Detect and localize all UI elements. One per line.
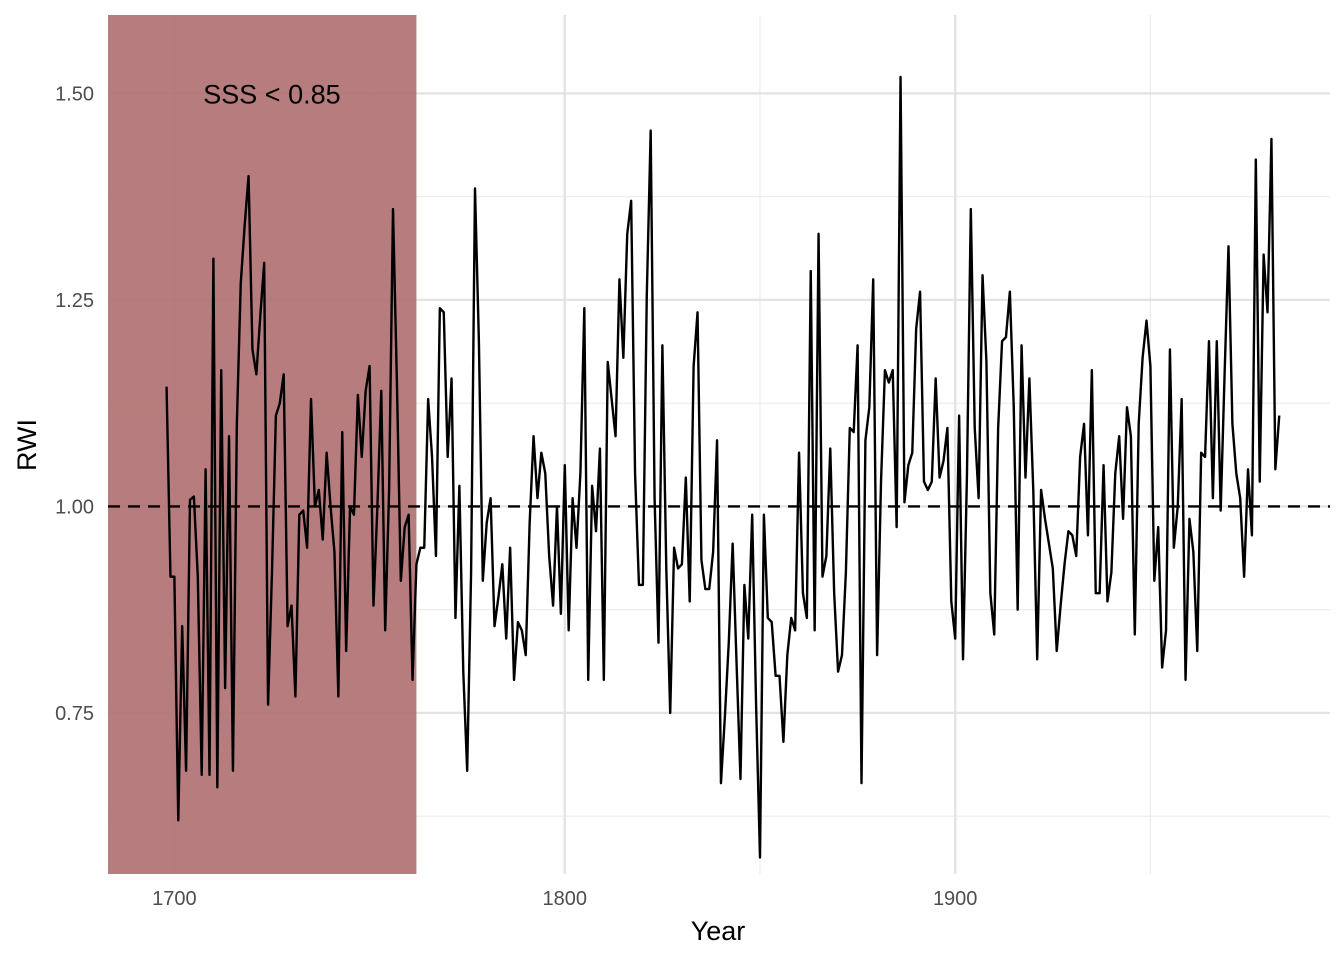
- x-tick-label: 1700: [152, 888, 197, 910]
- y-axis-title: RWI: [12, 419, 42, 471]
- series-line: [165, 75, 1281, 859]
- x-tick-label: 1900: [933, 888, 978, 910]
- x-tick-labels: 1700 1800 1900: [152, 888, 977, 910]
- x-axis-title: Year: [691, 916, 746, 946]
- y-tick-label: 1.25: [55, 290, 94, 312]
- sss-annotation: SSS < 0.85: [203, 79, 340, 109]
- x-tick-label: 1800: [543, 888, 588, 910]
- series-group: [165, 75, 1281, 859]
- y-tick-label: 1.00: [55, 496, 94, 518]
- sss-shaded-region-group: [108, 15, 417, 874]
- y-tick-labels: 0.75 1.00 1.25 1.50: [55, 83, 94, 724]
- y-tick-label: 1.50: [55, 83, 94, 105]
- y-tick-label: 0.75: [55, 703, 94, 725]
- sss-shaded-region: [108, 15, 417, 874]
